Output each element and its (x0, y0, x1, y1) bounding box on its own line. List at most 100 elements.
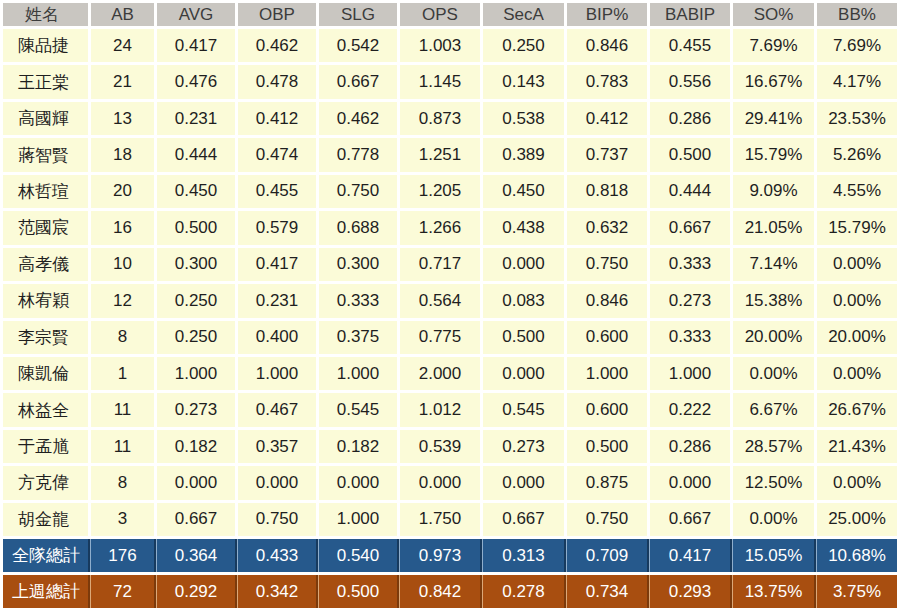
player-name-cell: 高孝儀 (3, 248, 88, 281)
stat-cell: 0.564 (400, 284, 480, 317)
stat-cell: 0.474 (238, 138, 316, 171)
stat-cell: 0.750 (567, 248, 647, 281)
stat-cell: 0.538 (483, 102, 564, 135)
stat-cell: 1 (91, 357, 154, 390)
stat-cell: 28.57% (733, 430, 814, 463)
player-row: 胡金龍30.6670.7501.0001.7500.6670.7500.6670… (3, 503, 897, 536)
stat-cell: 15.38% (733, 284, 814, 317)
stat-cell: 0.375 (319, 321, 397, 354)
player-name-cell: 胡金龍 (3, 503, 88, 536)
stat-cell: 0.273 (157, 393, 235, 426)
stat-cell: 0.231 (157, 102, 235, 135)
stat-cell: 29.41% (733, 102, 814, 135)
team-total-stat-cell: 176 (91, 539, 154, 572)
stat-cell: 0.286 (650, 102, 730, 135)
player-row: 高國輝130.2310.4120.4620.8730.5380.4120.286… (3, 102, 897, 135)
stat-cell: 0.438 (483, 211, 564, 244)
stat-cell: 21.43% (817, 430, 897, 463)
stat-cell: 5.26% (817, 138, 897, 171)
col-header-bb: BB% (817, 3, 897, 26)
team-total-label: 全隊總計 (3, 539, 88, 572)
player-name-cell: 方克偉 (3, 466, 88, 499)
player-name-cell: 林哲瑄 (3, 175, 88, 208)
stat-cell: 0.250 (483, 29, 564, 62)
stat-cell: 21.05% (733, 211, 814, 244)
col-header-姓名: 姓名 (3, 3, 88, 26)
player-row: 蔣智賢180.4440.4740.7781.2510.3890.7370.500… (3, 138, 897, 171)
stat-cell: 23.53% (817, 102, 897, 135)
team-total-stat-cell: 0.709 (567, 539, 647, 572)
stat-cell: 1.000 (567, 357, 647, 390)
stat-cell: 0.444 (157, 138, 235, 171)
col-header-seca: SecA (483, 3, 564, 26)
stat-cell: 12 (91, 284, 154, 317)
stat-cell: 20.00% (733, 321, 814, 354)
stat-cell: 0.542 (319, 29, 397, 62)
stat-cell: 0.250 (157, 321, 235, 354)
stat-cell: 13 (91, 102, 154, 135)
stat-cell: 0.450 (483, 175, 564, 208)
team-total-row: 全隊總計1760.3640.4330.5400.9730.3130.7090.4… (3, 539, 897, 572)
stat-cell: 7.69% (817, 29, 897, 62)
stat-cell: 0.846 (567, 29, 647, 62)
stat-cell: 16 (91, 211, 154, 244)
stat-cell: 0.417 (157, 29, 235, 62)
stat-cell: 0.737 (567, 138, 647, 171)
stat-cell: 4.55% (817, 175, 897, 208)
player-row: 陳凱倫11.0001.0001.0002.0000.0001.0001.0000… (3, 357, 897, 390)
stat-cell: 0.412 (567, 102, 647, 135)
player-name-cell: 陳品捷 (3, 29, 88, 62)
player-name-cell: 林宥穎 (3, 284, 88, 317)
team-total-stat-cell: 0.433 (238, 539, 316, 572)
stat-cell: 21 (91, 65, 154, 98)
col-header-ab: AB (91, 3, 154, 26)
stat-cell: 1.266 (400, 211, 480, 244)
stat-cell: 0.412 (238, 102, 316, 135)
stat-cell: 0.450 (157, 175, 235, 208)
player-row: 林益全110.2730.4670.5451.0120.5450.6000.222… (3, 393, 897, 426)
col-header-ops: OPS (400, 3, 480, 26)
stat-cell: 1.000 (238, 357, 316, 390)
player-row: 李宗賢80.2500.4000.3750.7750.5000.6000.3332… (3, 321, 897, 354)
stat-cell: 0.600 (567, 393, 647, 426)
player-row: 林宥穎120.2500.2310.3330.5640.0830.8460.273… (3, 284, 897, 317)
stat-cell: 0.182 (319, 430, 397, 463)
week-total-stat-cell: 0.734 (567, 575, 647, 608)
stat-cell: 24 (91, 29, 154, 62)
stat-cell: 0.00% (733, 503, 814, 536)
week-total-stat-cell: 3.75% (817, 575, 897, 608)
player-row: 林哲瑄200.4500.4550.7501.2050.4500.8180.444… (3, 175, 897, 208)
stat-cell: 0.250 (157, 284, 235, 317)
player-name-cell: 蔣智賢 (3, 138, 88, 171)
stat-cell: 0.632 (567, 211, 647, 244)
stat-cell: 1.145 (400, 65, 480, 98)
stat-cell: 0.231 (238, 284, 316, 317)
stat-cell: 0.846 (567, 284, 647, 317)
week-total-stat-cell: 0.500 (319, 575, 397, 608)
stat-cell: 0.00% (817, 284, 897, 317)
stat-cell: 11 (91, 393, 154, 426)
stat-cell: 1.003 (400, 29, 480, 62)
stat-cell: 0.400 (238, 321, 316, 354)
col-header-so: SO% (733, 3, 814, 26)
stat-cell: 0.467 (238, 393, 316, 426)
stat-cell: 0.00% (817, 248, 897, 281)
stat-cell: 0.539 (400, 430, 480, 463)
stat-cell: 16.67% (733, 65, 814, 98)
stat-cell: 1.000 (650, 357, 730, 390)
player-name-cell: 范國宸 (3, 211, 88, 244)
stat-cell: 0.478 (238, 65, 316, 98)
stat-cell: 0.333 (650, 321, 730, 354)
stat-cell: 12.50% (733, 466, 814, 499)
team-total-stat-cell: 0.313 (483, 539, 564, 572)
stat-cell: 0.000 (483, 466, 564, 499)
stat-cell: 0.667 (157, 503, 235, 536)
stat-cell: 0.000 (650, 466, 730, 499)
stat-cell: 6.67% (733, 393, 814, 426)
stat-cell: 2.000 (400, 357, 480, 390)
stat-cell: 0.545 (319, 393, 397, 426)
stat-cell: 0.462 (319, 102, 397, 135)
col-header-bip: BIP% (567, 3, 647, 26)
stat-cell: 26.67% (817, 393, 897, 426)
stat-cell: 0.286 (650, 430, 730, 463)
